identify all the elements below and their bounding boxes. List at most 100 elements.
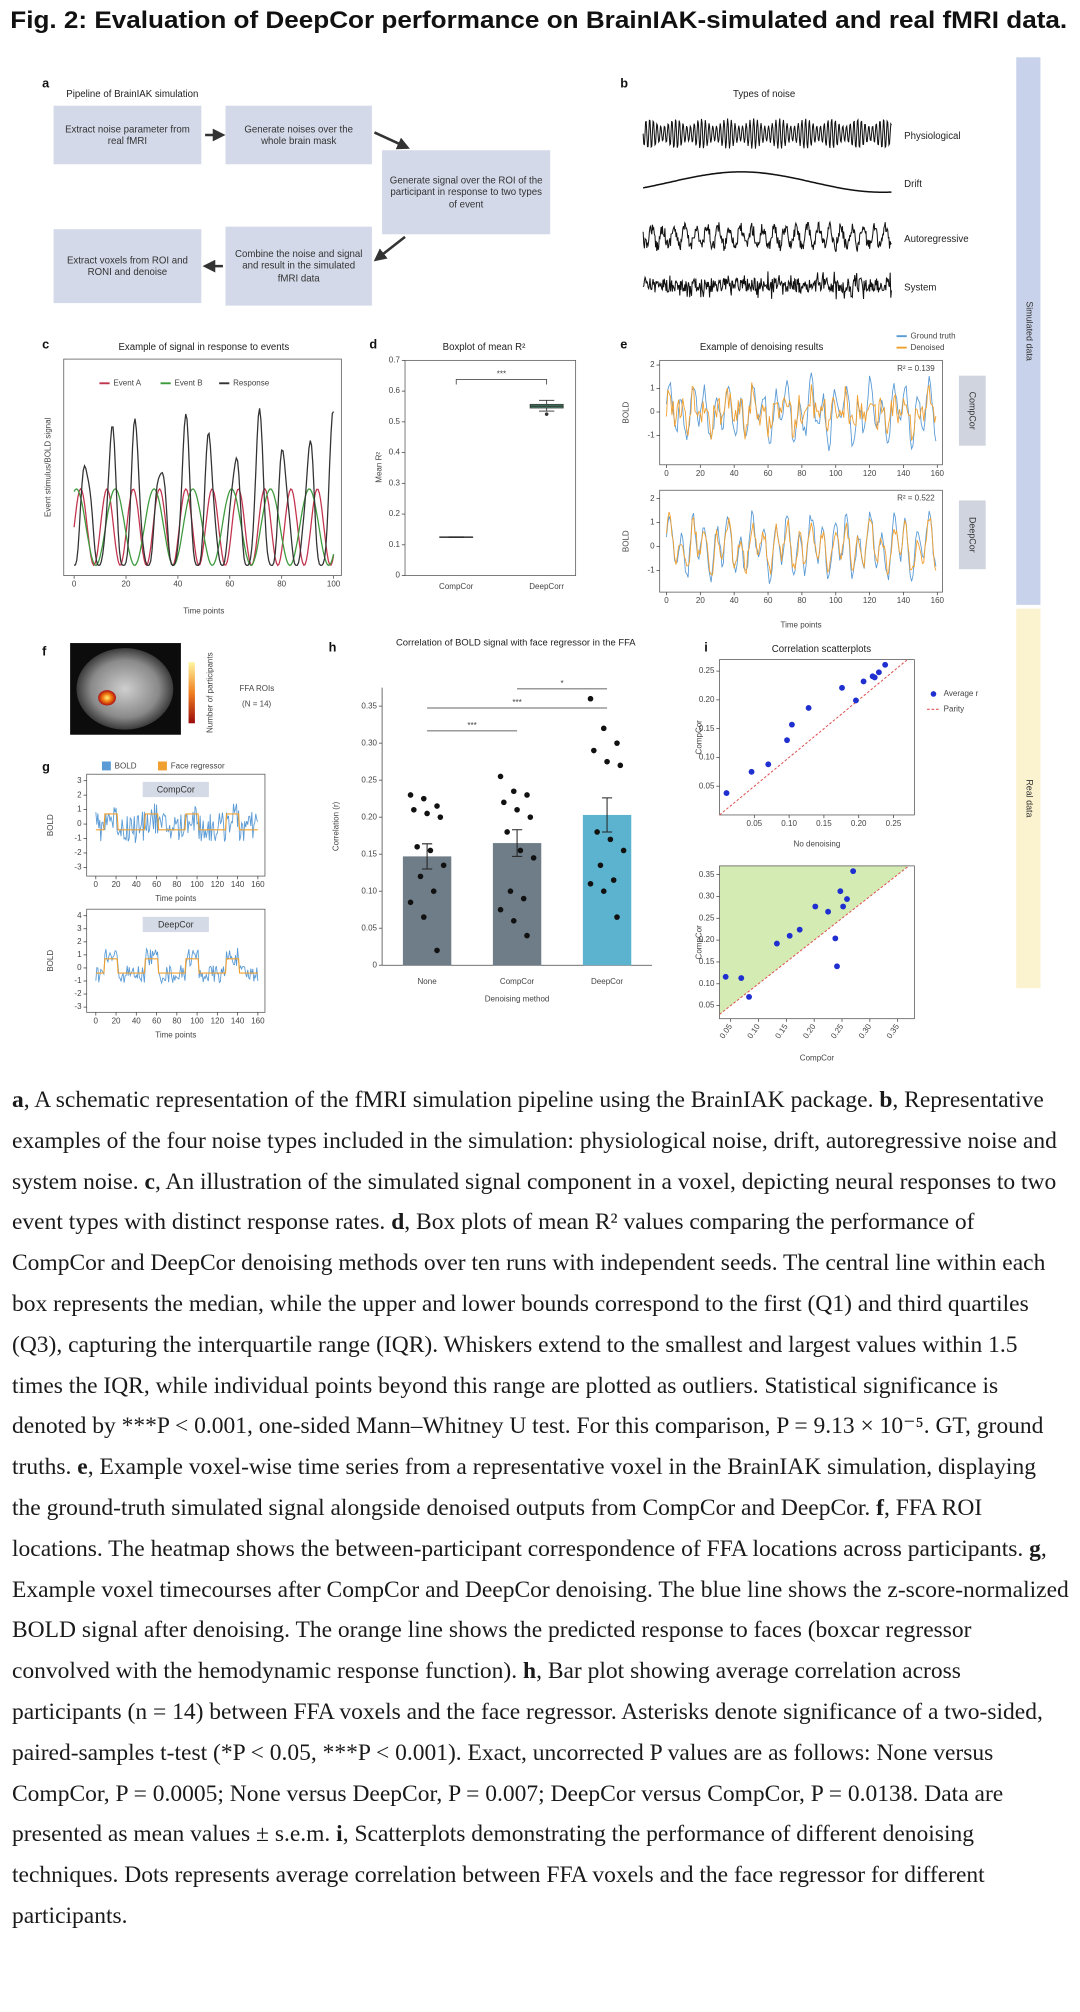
- x-tick-label: 140: [231, 1016, 245, 1025]
- scatter-point: [788, 721, 795, 728]
- panel-title: Boxplot of mean R²: [443, 342, 526, 353]
- y-tick-label: 0.10: [699, 753, 715, 762]
- scatter-point: [834, 963, 840, 970]
- participant-dot: [501, 799, 507, 806]
- panel-letter: h: [329, 640, 337, 655]
- x-tick-label: 0.35: [885, 1022, 902, 1040]
- brain-slice: [76, 648, 174, 730]
- method-label: CompCor: [967, 392, 977, 430]
- error-bar: [511, 829, 523, 857]
- step-box: [53, 229, 202, 304]
- method-box: [142, 916, 209, 933]
- participant-dot: [407, 899, 414, 906]
- y-tick-label: -1: [74, 976, 82, 985]
- x-tick-label: CompCor: [500, 977, 535, 986]
- plot-frame: [86, 773, 266, 877]
- plot-frame: [659, 359, 943, 466]
- figure: Fig. 2: Evaluation of DeepCor performanc…: [10, 7, 1067, 1062]
- y-tick-label: 0.15: [699, 957, 715, 966]
- y-tick-label: 0: [650, 542, 655, 551]
- legend-swatch: [101, 761, 111, 771]
- legend-label: Face regressor: [171, 762, 225, 771]
- x-tick-label: 100: [829, 596, 843, 605]
- method-box: [958, 500, 986, 570]
- y-tick-label: 0.35: [699, 870, 715, 879]
- side-label: Real data: [1025, 779, 1035, 817]
- participant-dot: [420, 795, 427, 802]
- y-tick-label: 0.35: [361, 701, 377, 710]
- x-tick-label: 160: [251, 880, 265, 889]
- scatter-point: [786, 932, 793, 939]
- scatter-point: [784, 737, 790, 744]
- annotation-box: [881, 492, 938, 505]
- caption-label: c: [144, 1168, 155, 1195]
- x-tick-label: 120: [863, 596, 877, 605]
- step-box: [225, 105, 372, 165]
- participant-dot: [414, 843, 420, 850]
- y-tick-label: 0.30: [699, 892, 715, 901]
- x-tick-label: 0.30: [857, 1022, 874, 1040]
- scatter-point: [748, 768, 755, 775]
- x-tick-label: 0: [72, 580, 77, 589]
- y-tick-label: 0: [373, 960, 378, 969]
- x-tick-label: 40: [132, 880, 141, 889]
- y-tick-label: 0.6: [389, 386, 401, 395]
- y-tick-label: 0.05: [361, 923, 377, 932]
- bold-series: [95, 947, 259, 985]
- step-text: Generate signal over the ROI of the part…: [389, 174, 543, 210]
- y-tick-label: 0.7: [389, 355, 401, 364]
- participant-dot: [411, 806, 417, 813]
- x-axis-label: Time points: [780, 620, 821, 629]
- y-tick-label: 0.15: [699, 724, 715, 733]
- noise-label: Autoregressive: [904, 234, 968, 245]
- y-tick-label: 0.5: [389, 417, 401, 426]
- scatter-point: [796, 926, 803, 933]
- caption-label: b: [879, 1087, 893, 1113]
- x-tick-label: 120: [211, 880, 225, 889]
- y-tick-label: 0.05: [699, 781, 715, 790]
- annotation: R² = 0.139: [897, 364, 935, 373]
- participant-dot: [417, 873, 424, 880]
- caption-label: i: [336, 1821, 343, 1848]
- x-tick-label: 80: [172, 1016, 181, 1025]
- scatter-point: [812, 903, 819, 910]
- participant-dot: [524, 792, 530, 798]
- legend-label: Average r: [944, 689, 979, 698]
- noise-label: Drift: [904, 179, 922, 190]
- annotation-box: [881, 362, 938, 375]
- scatter-point: [882, 661, 889, 668]
- legend-label: Response: [233, 378, 270, 387]
- y-axis-label: Event stimulus/BOLD signal: [44, 417, 53, 517]
- x-tick-label: 0.10: [781, 819, 797, 828]
- regressor-series: [95, 958, 258, 974]
- x-tick-label: 140: [897, 596, 911, 605]
- panel-letter: e: [620, 336, 627, 351]
- y-tick-label: -2: [74, 989, 82, 998]
- x-tick-label: 0: [664, 596, 669, 605]
- participant-dot: [524, 932, 530, 939]
- panel-letter: i: [704, 640, 708, 655]
- panel-letter: g: [42, 759, 50, 774]
- y-axis-label: Mean R²: [375, 452, 384, 483]
- time-series: [666, 372, 937, 451]
- y-tick-label: -1: [647, 431, 655, 440]
- participant-dot: [510, 788, 517, 795]
- bold-series: [95, 803, 259, 844]
- method-box: [142, 781, 209, 798]
- panel-title-box: Correlation of BOLD signal with face reg…: [396, 637, 636, 648]
- x-tick-label: 20: [112, 880, 121, 889]
- caption-text: , Bar plot showing average correlation a…: [12, 1658, 1043, 1848]
- scatter-point: [871, 674, 878, 681]
- method-label: DeepCor: [967, 517, 977, 553]
- x-tick-label: 100: [327, 580, 341, 589]
- panel-title: Example of signal in response to events: [118, 342, 289, 353]
- x-tick-label: 100: [829, 469, 843, 478]
- step-box: [53, 105, 202, 165]
- signal-curve: [73, 488, 335, 567]
- x-tick-label: 120: [863, 469, 877, 478]
- y-axis-label: CompCor: [694, 720, 703, 755]
- x-tick-label: 160: [251, 1016, 265, 1025]
- x-tick-label: 100: [190, 880, 204, 889]
- signal-curve: [73, 408, 335, 567]
- bar: [492, 843, 542, 966]
